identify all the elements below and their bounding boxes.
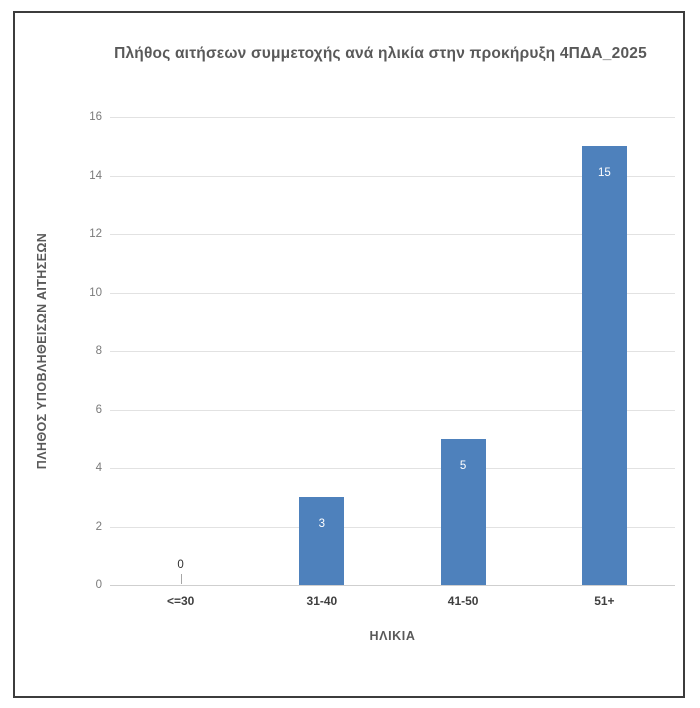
y-tick-label: 4 (95, 462, 102, 474)
x-category-label: 31-40 (306, 594, 338, 608)
y-tick-label: 0 (95, 579, 102, 591)
gridline (110, 234, 675, 235)
bar-data-label: 0 (177, 559, 184, 571)
y-tick-label: 2 (95, 520, 102, 533)
y-tick-label: 16 (89, 111, 102, 123)
gridline (110, 526, 675, 528)
bar-data-label: 5 (459, 459, 467, 472)
y-tick-label: 6 (95, 403, 102, 416)
y-tick-label: 10 (89, 286, 102, 299)
gridline (110, 117, 675, 118)
y-axis-title: ΠΛΗΘΟΣ ΥΠΟΒΛΗΘΕΙΣΩΝ ΑΙΤΗΣΕΩΝ (35, 232, 49, 470)
bar-data-label: 3 (318, 518, 326, 531)
bar (440, 438, 486, 585)
gridline (110, 468, 675, 469)
x-category-label: <=30 (166, 594, 195, 608)
y-tick-label: 14 (89, 169, 102, 182)
bar-data-label: 15 (597, 167, 611, 180)
gridline (110, 409, 675, 411)
zero-label-leader-line (180, 574, 182, 584)
bar (581, 146, 627, 585)
gridline (110, 351, 675, 352)
x-category-label: 41-50 (447, 594, 479, 608)
x-axis-line (110, 585, 675, 586)
bar (299, 497, 345, 585)
gridline (110, 292, 675, 294)
gridline (110, 175, 675, 177)
y-tick-label: 12 (89, 228, 102, 240)
x-axis-title: ΗΛΙΚΙΑ (369, 629, 416, 643)
y-tick-label: 8 (95, 345, 102, 357)
chart-title: Πλήθος αιτήσεων συμμετοχής ανά ηλικία στ… (114, 45, 647, 62)
chart-frame (13, 11, 685, 698)
x-category-label: 51+ (594, 594, 615, 608)
